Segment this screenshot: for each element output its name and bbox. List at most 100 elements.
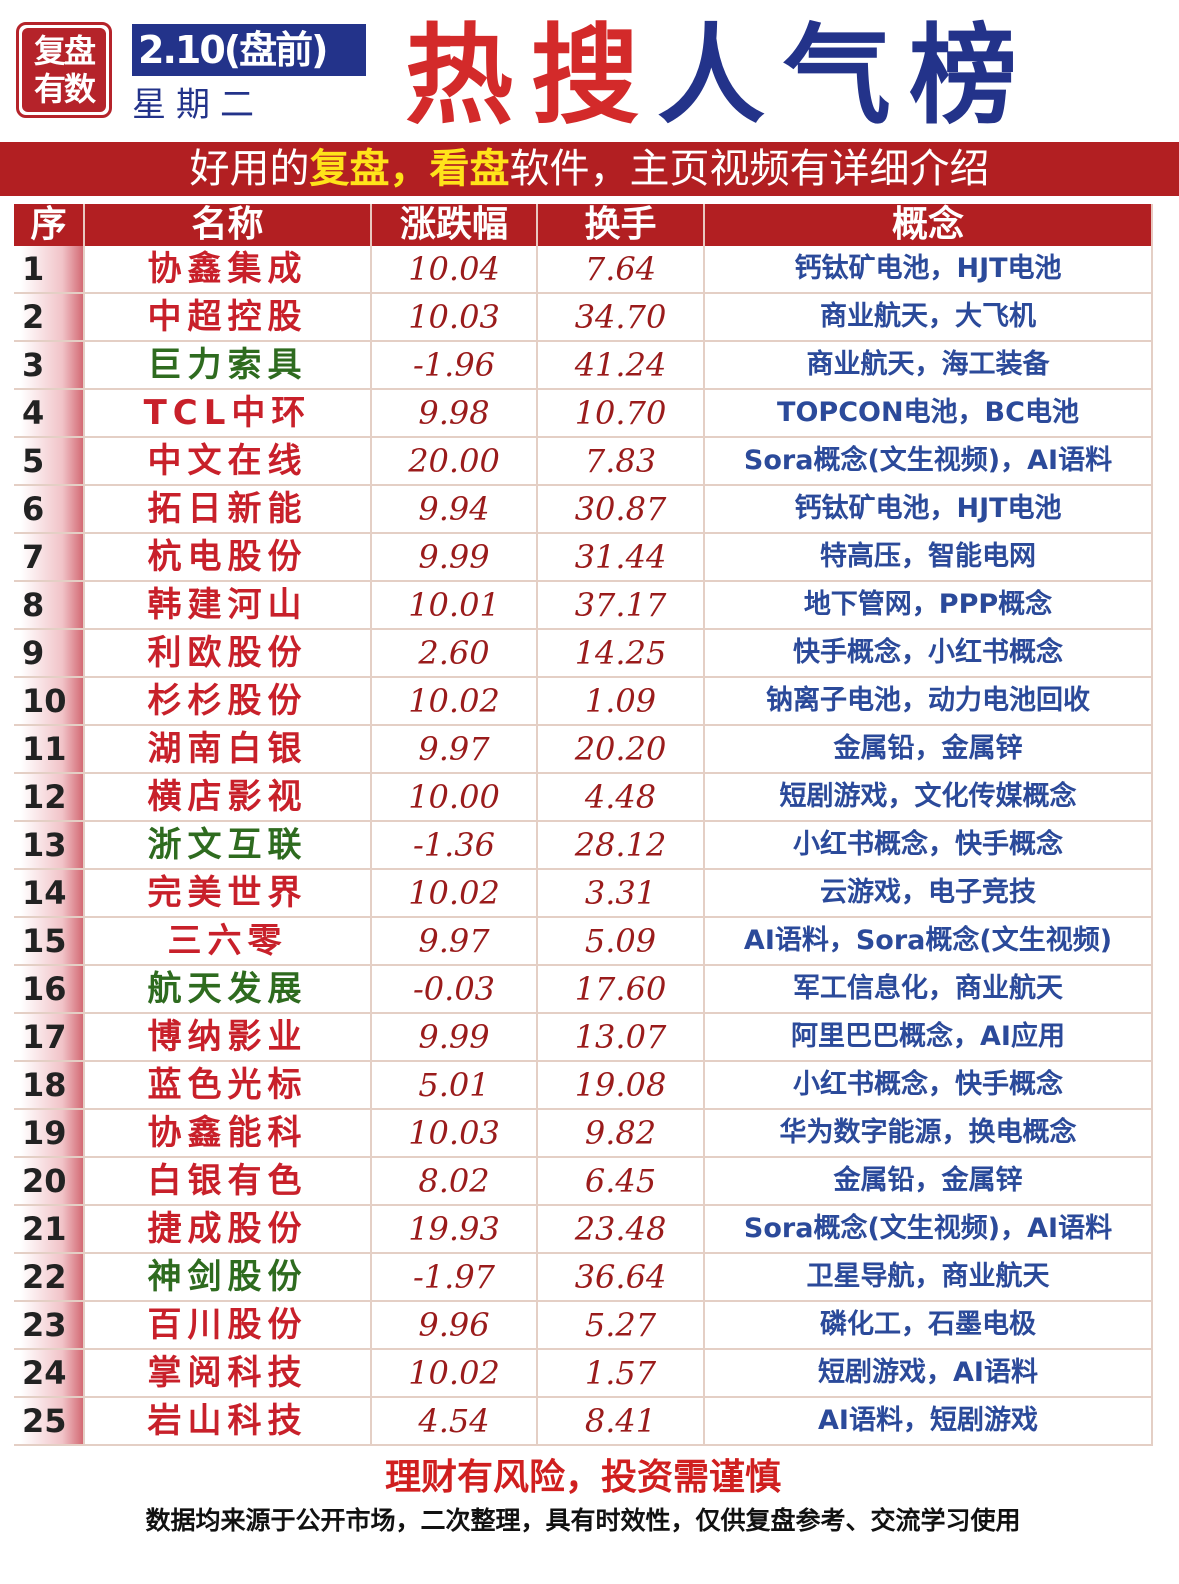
change-cell: 5.01 [371, 1061, 538, 1110]
change-cell: 20.00 [371, 437, 538, 486]
rank-cell: 7 [14, 533, 85, 582]
banner-highlight: 看盘 [429, 146, 510, 192]
stock-name: 完美世界 [84, 869, 372, 918]
stock-name: 利欧股份 [84, 629, 372, 678]
promo-banner: 好用的复盘，看盘软件，主页视频有详细介绍 [0, 142, 1179, 196]
rank-cell: 3 [14, 341, 85, 390]
header-row: 序名称 涨跌幅 换手 概念 [14, 204, 1153, 246]
rank-cell: 1 [14, 246, 85, 294]
date-badge: 2.10(盘前) [132, 24, 366, 76]
change-cell: 9.99 [371, 533, 538, 582]
column-header: 名称 [84, 204, 372, 246]
turnover-cell: 20.20 [537, 725, 705, 774]
stock-name: 协鑫集成 [84, 246, 372, 294]
change-cell: 9.99 [371, 1013, 538, 1062]
concept-cell: 快手概念，小红书概念 [704, 629, 1153, 678]
page-title: 热搜人气榜 [405, 14, 1035, 139]
stock-name: 博纳影业 [84, 1013, 372, 1062]
table-row: 9 利欧股份 2.60 14.25 快手概念，小红书概念 [14, 629, 1153, 678]
change-cell: 10.02 [371, 1349, 538, 1398]
stock-name: 中超控股 [84, 293, 372, 342]
concept-cell: 华为数字能源，换电概念 [704, 1109, 1153, 1158]
rank-cell: 16 [14, 965, 85, 1014]
table-row: 14 完美世界 10.02 3.31 云游戏，电子竞技 [14, 869, 1153, 918]
rank-cell: 15 [14, 917, 85, 966]
change-cell: 9.96 [371, 1301, 538, 1350]
stock-name: 韩建河山 [84, 581, 372, 630]
stock-name: 岩山科技 [84, 1397, 372, 1446]
turnover-cell: 14.25 [537, 629, 705, 678]
stock-name: 浙文互联 [84, 821, 372, 870]
concept-cell: 云游戏，电子竞技 [704, 869, 1153, 918]
turnover-cell: 3.31 [537, 869, 705, 918]
table-row: 17 博纳影业 9.99 13.07 阿里巴巴概念，AI应用 [14, 1013, 1153, 1062]
concept-cell: 阿里巴巴概念，AI应用 [704, 1013, 1153, 1062]
rank-cell: 19 [14, 1109, 85, 1158]
rank-cell: 17 [14, 1013, 85, 1062]
stock-name: 三六零 [84, 917, 372, 966]
turnover-cell: 41.24 [537, 341, 705, 390]
table-row: 7 杭电股份 9.99 31.44 特高压，智能电网 [14, 533, 1153, 582]
hot-search-table: 序名称 涨跌幅 换手 概念 1 协鑫集成 10.04 7.64 钙钛矿电池，HJT电池 2 中超控… [14, 204, 1153, 1446]
column-header: 概念 [704, 204, 1153, 246]
change-cell: -1.96 [371, 341, 538, 390]
table-row: 21 捷成股份 19.93 23.48 Sora概念(文生视频)，AI语料 [14, 1205, 1153, 1254]
change-cell: 9.94 [371, 485, 538, 534]
column-header: 涨跌幅 [371, 204, 538, 246]
rank-cell: 18 [14, 1061, 85, 1110]
turnover-cell: 4.48 [537, 773, 705, 822]
table-row: 18 蓝色光标 5.01 19.08 小红书概念，快手概念 [14, 1061, 1153, 1110]
concept-cell: 金属铅，金属锌 [704, 1157, 1153, 1206]
rank-cell: 20 [14, 1157, 85, 1206]
turnover-cell: 30.87 [537, 485, 705, 534]
table-row: 22 神剑股份 -1.97 36.64 卫星导航，商业航天 [14, 1253, 1153, 1302]
concept-cell: 金属铅，金属锌 [704, 725, 1153, 774]
column-header: 换手 [537, 204, 705, 246]
turnover-cell: 7.83 [537, 437, 705, 486]
rank-cell: 23 [14, 1301, 85, 1350]
change-cell: 8.02 [371, 1157, 538, 1206]
concept-cell: 短剧游戏，AI语料 [704, 1349, 1153, 1398]
concept-cell: 钙钛矿电池，HJT电池 [704, 246, 1153, 294]
column-header: 序 [14, 204, 85, 246]
change-cell: 10.04 [371, 246, 538, 294]
stock-name: 掌阅科技 [84, 1349, 372, 1398]
concept-cell: TOPCON电池，BC电池 [704, 389, 1153, 438]
turnover-cell: 34.70 [537, 293, 705, 342]
turnover-cell: 5.09 [537, 917, 705, 966]
concept-cell: AI语料，Sora概念(文生视频) [704, 917, 1153, 966]
table-row: 5 中文在线 20.00 7.83 Sora概念(文生视频)，AI语料 [14, 437, 1153, 486]
table-row: 13 浙文互联 -1.36 28.12 小红书概念，快手概念 [14, 821, 1153, 870]
concept-cell: 钙钛矿电池，HJT电池 [704, 485, 1153, 534]
banner-text: 好用的 [189, 146, 310, 192]
change-cell: 10.03 [371, 293, 538, 342]
concept-cell: 地下管网，PPP概念 [704, 581, 1153, 630]
rank-cell: 5 [14, 437, 85, 486]
risk-warning: 理财有风险，投资需谨慎 [384, 1457, 781, 1498]
change-cell: -1.36 [371, 821, 538, 870]
banner-text: 软件，主页视频有详细介绍 [509, 146, 990, 192]
table-row: 3 巨力索具 -1.96 41.24 商业航天，海工装备 [14, 341, 1153, 390]
turnover-cell: 1.57 [537, 1349, 705, 1398]
stock-name: 协鑫能科 [84, 1109, 372, 1158]
stock-name: 拓日新能 [84, 485, 372, 534]
turnover-cell: 5.27 [537, 1301, 705, 1350]
table-row: 2 中超控股 10.03 34.70 商业航天，大飞机 [14, 293, 1153, 342]
table-row: 24 掌阅科技 10.02 1.57 短剧游戏，AI语料 [14, 1349, 1153, 1398]
change-cell: 10.02 [371, 677, 538, 726]
stock-name: 百川股份 [84, 1301, 372, 1350]
table-row: 16 航天发展 -0.03 17.60 军工信息化，商业航天 [14, 965, 1153, 1014]
change-cell: -0.03 [371, 965, 538, 1014]
rank-cell: 2 [14, 293, 85, 342]
rank-cell: 12 [14, 773, 85, 822]
rank-cell: 24 [14, 1349, 85, 1398]
rank-cell: 8 [14, 581, 85, 630]
turnover-cell: 8.41 [537, 1397, 705, 1446]
rank-cell: 14 [14, 869, 85, 918]
concept-cell: Sora概念(文生视频)，AI语料 [704, 437, 1153, 486]
turnover-cell: 31.44 [537, 533, 705, 582]
concept-cell: 磷化工，石墨电极 [704, 1301, 1153, 1350]
turnover-cell: 23.48 [537, 1205, 705, 1254]
change-cell: 9.98 [371, 389, 538, 438]
table-row: 4 TCL中环 9.98 10.70 TOPCON电池，BC电池 [14, 389, 1153, 438]
